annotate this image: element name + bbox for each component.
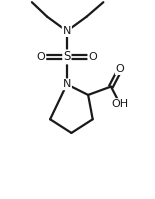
Text: OH: OH [111,99,129,109]
Text: O: O [88,52,97,62]
Text: O: O [37,52,45,62]
Text: N: N [63,26,71,36]
Text: S: S [63,50,71,63]
Text: N: N [63,79,71,89]
Text: O: O [116,64,124,74]
